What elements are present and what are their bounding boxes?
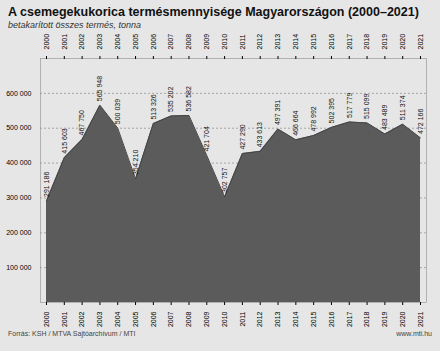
svg-text:2003: 2003: [96, 34, 103, 50]
svg-text:2020: 2020: [399, 34, 406, 50]
svg-text:2004: 2004: [114, 311, 121, 327]
svg-text:2010: 2010: [221, 34, 228, 50]
svg-text:2001: 2001: [61, 34, 68, 50]
svg-text:536 582: 536 582: [185, 86, 192, 111]
svg-text:2020: 2020: [399, 311, 406, 327]
svg-text:2002: 2002: [78, 311, 85, 327]
svg-text:600 000: 600 000: [6, 90, 31, 97]
svg-text:483 489: 483 489: [381, 105, 388, 130]
html-text:A csemegekukorica termésmennyi: A csemegekukorica termésmennyisége Magya…: [8, 5, 419, 19]
svg-text:2016: 2016: [328, 34, 335, 50]
svg-text:2000: 2000: [43, 34, 50, 50]
svg-text:2005: 2005: [132, 311, 139, 327]
svg-text:478 992: 478 992: [310, 106, 317, 131]
svg-text:2001: 2001: [61, 311, 68, 327]
svg-text:302 757: 302 757: [221, 168, 228, 193]
html-text:Forrás: KSH / MTVA Sajtóarchív: Forrás: KSH / MTVA Sajtóarchívum / MTI: [8, 330, 136, 337]
svg-text:2002: 2002: [78, 34, 85, 50]
svg-text:535 202: 535 202: [167, 87, 174, 112]
svg-text:2017: 2017: [346, 311, 353, 327]
svg-text:467 750: 467 750: [78, 110, 85, 135]
svg-text:2009: 2009: [203, 311, 210, 327]
svg-text:2015: 2015: [310, 311, 317, 327]
svg-text:2013: 2013: [274, 34, 281, 50]
svg-text:400 000: 400 000: [6, 159, 31, 166]
svg-text:2017: 2017: [346, 34, 353, 50]
svg-text:2003: 2003: [96, 311, 103, 327]
svg-text:2018: 2018: [363, 311, 370, 327]
svg-text:200 000: 200 000: [6, 229, 31, 236]
svg-text:2010: 2010: [221, 311, 228, 327]
svg-text:2019: 2019: [381, 34, 388, 50]
svg-text:2016: 2016: [328, 311, 335, 327]
svg-text:2011: 2011: [239, 34, 246, 49]
svg-text:517 779: 517 779: [346, 93, 353, 118]
svg-text:2009: 2009: [203, 34, 210, 50]
svg-text:300 000: 300 000: [6, 194, 31, 201]
svg-text:2014: 2014: [292, 34, 299, 50]
svg-text:2008: 2008: [185, 311, 192, 327]
svg-text:291 186: 291 186: [43, 172, 50, 197]
svg-text:2012: 2012: [256, 311, 263, 327]
svg-text:511 374: 511 374: [399, 95, 406, 120]
svg-text:500 000: 500 000: [6, 124, 31, 131]
svg-text:2007: 2007: [167, 34, 174, 50]
svg-text:2007: 2007: [167, 311, 174, 327]
svg-text:2000: 2000: [43, 311, 50, 327]
svg-text:2015: 2015: [310, 34, 317, 50]
svg-text:2021: 2021: [417, 311, 424, 327]
svg-text:466 664: 466 664: [292, 110, 299, 135]
svg-text:2011: 2011: [239, 311, 246, 326]
svg-text:100 000: 100 000: [6, 264, 31, 271]
svg-text:472 166: 472 166: [417, 109, 424, 134]
svg-text:502 395: 502 395: [328, 98, 335, 123]
svg-text:565 948: 565 948: [96, 76, 103, 101]
svg-text:2008: 2008: [185, 34, 192, 50]
html-text:www.mti.hu: www.mti.hu: [396, 330, 432, 337]
svg-text:354 210: 354 210: [132, 150, 139, 175]
svg-text:497 391: 497 391: [274, 100, 281, 125]
svg-text:513 326: 513 326: [150, 94, 157, 119]
svg-text:500 039: 500 039: [114, 99, 121, 124]
svg-text:433 613: 433 613: [256, 122, 263, 147]
svg-text:2019: 2019: [381, 311, 388, 327]
svg-text:2005: 2005: [132, 34, 139, 50]
svg-text:2021: 2021: [417, 34, 424, 50]
svg-text:2012: 2012: [256, 34, 263, 50]
svg-text:2004: 2004: [114, 34, 121, 50]
svg-text:421 704: 421 704: [203, 126, 210, 151]
svg-text:2013: 2013: [274, 311, 281, 327]
svg-text:515 099: 515 099: [363, 94, 370, 119]
svg-text:2006: 2006: [150, 34, 157, 50]
svg-text:427 290: 427 290: [239, 124, 246, 149]
svg-text:2018: 2018: [363, 34, 370, 50]
svg-text:415 603: 415 603: [61, 128, 68, 153]
html-text:betakarított összes termés, to: betakarított összes termés, tonna: [8, 20, 142, 30]
svg-text:2006: 2006: [150, 311, 157, 327]
svg-text:2014: 2014: [292, 311, 299, 327]
